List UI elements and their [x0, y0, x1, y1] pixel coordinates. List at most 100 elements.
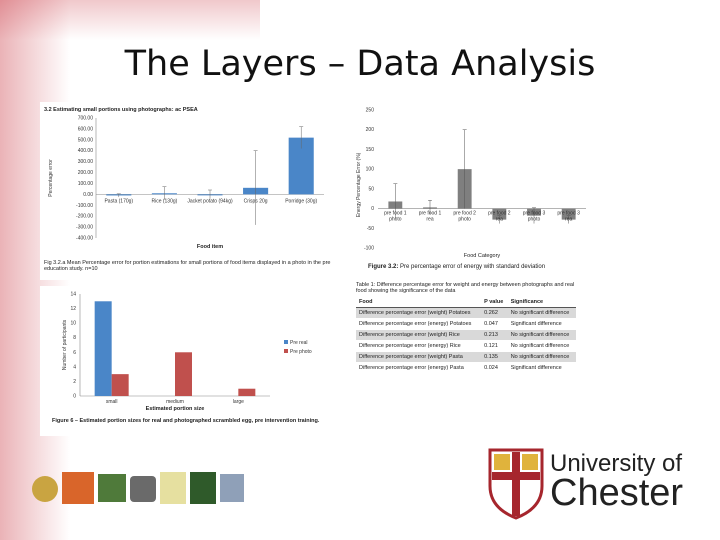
- y-tick-label: 500.00: [78, 137, 94, 143]
- food-images-strip: [32, 472, 244, 504]
- y-tick-label: 600.00: [78, 126, 94, 132]
- y-tick-label: 50: [368, 186, 374, 192]
- header-food: Food: [356, 297, 482, 308]
- x-tick-label: pre food 3: [557, 211, 580, 217]
- y-tick-label: 100.00: [78, 181, 94, 187]
- cell-sig: No significant difference: [507, 340, 576, 352]
- y-tick-label: 100: [366, 167, 375, 173]
- chart-3-panel: 14 12 10 8 6 4 2 0 Number of participants small me…: [40, 286, 340, 436]
- table-row: Difference percentage error (energy) Ric…: [356, 340, 576, 352]
- x-axis-label: Food Category: [464, 253, 501, 259]
- cell-sig: No significant difference: [507, 351, 576, 363]
- y-tick-label: -300.00: [76, 225, 93, 231]
- y-axis-label: Number of participants: [62, 319, 68, 370]
- cell-p: 0.213: [481, 329, 508, 341]
- y-tick-label: 14: [70, 292, 76, 298]
- y-axis-label: Energy Percentage Error (%): [356, 152, 362, 217]
- y-tick-label: -400.00: [76, 236, 93, 242]
- cell-p: 0.024: [481, 362, 508, 374]
- chart-2-caption-bold: Figure 3.2:: [368, 264, 399, 270]
- x-tick-label: Crisps 20g: [244, 198, 268, 204]
- crest-cross-vertical: [512, 452, 520, 516]
- x-tick-label: Pasta (170g): [104, 198, 133, 204]
- x-tick-label-line2: rea: [565, 217, 572, 223]
- crest-quarter-1: [494, 454, 510, 470]
- food-image-1: [32, 476, 58, 502]
- university-crest: [488, 448, 544, 520]
- bar: [111, 374, 129, 396]
- food-image-7: [220, 474, 244, 502]
- y-tick-label: 0.00: [83, 192, 93, 198]
- y-tick-label: 300.00: [78, 159, 94, 165]
- header-p-value: P value: [481, 297, 508, 308]
- x-axis-label: Estimated portion size: [146, 406, 205, 412]
- cell-p: 0.135: [481, 351, 508, 363]
- x-tick-label-line2: rea: [426, 217, 433, 223]
- x-tick-label: pre food 1: [419, 211, 442, 217]
- x-tick-label: Jacket potato (94kg): [187, 198, 233, 204]
- y-tick-label: 2: [73, 379, 76, 385]
- cell-food: Difference percentage error (weight) Ric…: [356, 329, 482, 341]
- y-tick-label: 150: [366, 147, 375, 153]
- x-tick-label-line2: photo: [458, 217, 471, 223]
- y-tick-label: 6: [73, 350, 76, 356]
- table-row: Difference percentage error (energy) Pas…: [356, 362, 576, 374]
- cell-p: 0.047: [481, 318, 508, 330]
- bar: [94, 301, 112, 396]
- slide-title: The Layers – Data Analysis: [124, 44, 596, 84]
- x-tick-label: medium: [166, 399, 184, 405]
- cell-sig: No significant difference: [507, 307, 576, 319]
- chart-1-title: 3.2 Estimating small portions using phot…: [44, 107, 198, 113]
- chart-2-panel: 250 200 150 100 50 0 -50 -100 Energy Percentage …: [352, 102, 592, 280]
- header-significance: Significance: [507, 297, 576, 308]
- bar: [492, 208, 507, 220]
- food-image-greens: [98, 474, 126, 502]
- results-table-panel: Table 1: Difference percentage error for…: [356, 282, 578, 437]
- cell-p: 0.121: [481, 340, 508, 352]
- cell-food: Difference percentage error (weight) Pot…: [356, 307, 482, 319]
- chart-1-caption-box: Fig 3.2.a Mean Percentage error for port…: [44, 260, 331, 272]
- y-tick-label: -100: [364, 246, 374, 252]
- food-image-carrots: [62, 472, 94, 504]
- food-image-5: [160, 472, 186, 504]
- chart-1-caption: Fig 3.2.a Mean Percentage error for port…: [44, 260, 331, 272]
- x-tick-label: pre food 2: [488, 211, 511, 217]
- y-tick-label: 250: [366, 108, 375, 114]
- table-row: Difference percentage error (weight) Pas…: [356, 351, 576, 363]
- bar: [238, 388, 256, 396]
- cell-food: Difference percentage error (energy) Pas…: [356, 362, 482, 374]
- cell-food: Difference percentage error (energy) Ric…: [356, 340, 482, 352]
- red-accent-top: [0, 0, 260, 40]
- bar: [175, 352, 192, 396]
- food-image-4: [130, 476, 156, 502]
- x-tick-label: large: [233, 399, 244, 405]
- cell-sig: Significant difference: [507, 318, 576, 330]
- y-tick-label: 12: [70, 306, 76, 312]
- logo-line-2: Chester: [550, 472, 684, 514]
- y-tick-label: 0: [371, 206, 374, 212]
- x-tick-label: pre food 1: [384, 211, 407, 217]
- x-tick-label: Porridge (30g): [285, 198, 317, 204]
- y-tick-label: -100.00: [76, 203, 93, 209]
- x-tick-label: Rice (130g): [151, 198, 177, 204]
- crest-cross-horizontal: [492, 472, 540, 480]
- bar: [561, 208, 576, 220]
- y-tick-label: 200: [366, 127, 375, 133]
- table-row: Difference percentage error (energy) Pot…: [356, 318, 576, 330]
- y-tick-label: 400.00: [78, 148, 94, 154]
- x-tick-label-line2: photo: [528, 217, 541, 223]
- results-table: Food P value Significance Difference per…: [356, 297, 576, 374]
- chart-2-caption-text: Pre percentage error of energy with stan…: [400, 264, 546, 270]
- table-row: Difference percentage error (weight) Ric…: [356, 329, 576, 341]
- x-axis-label: Food item: [197, 244, 223, 250]
- table-row: Difference percentage error (weight) Pot…: [356, 307, 576, 319]
- y-tick-label: 200.00: [78, 170, 94, 176]
- legend-label: Pre photo: [290, 349, 312, 355]
- x-tick-label-line2: photo: [389, 217, 402, 223]
- cell-sig: Significant difference: [507, 362, 576, 374]
- chart-3-caption: Figure 6 – Estimated portion sizes for r…: [52, 418, 320, 424]
- y-tick-label: 10: [70, 321, 76, 327]
- x-tick-label: small: [106, 399, 118, 405]
- y-tick-label: 8: [73, 335, 76, 341]
- cell-food: Difference percentage error (energy) Pot…: [356, 318, 482, 330]
